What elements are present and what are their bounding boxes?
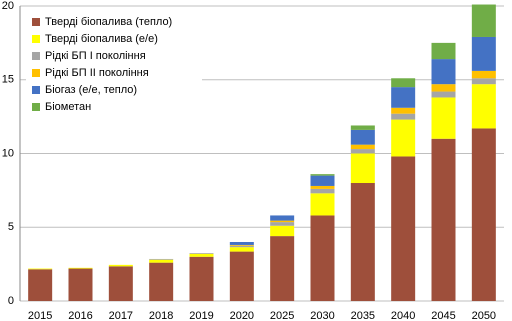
bar-segment xyxy=(391,87,416,108)
bar-segment xyxy=(310,193,335,216)
bar-segment xyxy=(350,149,375,154)
bar-segment xyxy=(270,220,295,223)
bar-segment xyxy=(471,78,496,85)
bar-segment xyxy=(431,91,456,98)
legend-swatch xyxy=(32,69,40,77)
legend-swatch xyxy=(32,52,40,60)
bar-segment xyxy=(270,236,295,301)
bar-segment xyxy=(471,36,496,71)
bar-segment xyxy=(391,119,416,157)
bar-segment xyxy=(108,266,133,301)
bar-segment xyxy=(431,97,456,139)
bar-segment xyxy=(270,225,295,237)
x-tick-label: 2025 xyxy=(270,310,294,321)
bar-segment xyxy=(391,156,416,301)
x-tick-label: 2018 xyxy=(149,310,173,321)
legend-box xyxy=(26,12,202,116)
bar-segment xyxy=(471,70,496,79)
bar-segment xyxy=(471,84,496,129)
legend-swatch xyxy=(32,86,40,94)
bar-segment xyxy=(229,245,254,248)
bar-segment xyxy=(28,268,53,270)
y-tick-label: 10 xyxy=(2,147,14,159)
x-tick-label: 2016 xyxy=(68,310,92,321)
legend-label: Рідкі БП І покоління xyxy=(45,50,146,62)
bar-segment xyxy=(471,128,496,301)
bar-segment xyxy=(229,244,254,246)
bar-segment xyxy=(270,215,295,221)
x-tick-label: 2040 xyxy=(391,310,415,321)
x-tick-label: 2035 xyxy=(351,310,375,321)
bar-segment xyxy=(149,262,174,301)
bar-segment xyxy=(350,183,375,301)
bar-segment xyxy=(28,269,53,301)
legend-swatch xyxy=(32,103,40,111)
x-tick-label: 2030 xyxy=(310,310,334,321)
legend-swatch xyxy=(32,18,40,26)
bar-segment xyxy=(310,188,335,194)
bar-segment xyxy=(68,268,93,301)
bar-segment xyxy=(229,247,254,252)
bar-segment xyxy=(431,42,456,60)
bar-segment xyxy=(431,84,456,92)
x-tick-label: 2020 xyxy=(230,310,254,321)
bar-segment xyxy=(350,125,375,130)
bar-segment xyxy=(189,253,214,254)
x-tick-label: 2017 xyxy=(109,310,133,321)
bar-segment xyxy=(68,267,93,269)
bar-segment xyxy=(189,253,214,257)
bar-segment xyxy=(391,78,416,88)
bar-segment xyxy=(391,113,416,120)
legend-label: Біометан xyxy=(45,101,91,113)
x-tick-label: 2015 xyxy=(28,310,52,321)
legend-label: Біогаз (е/е, тепло) xyxy=(45,84,137,96)
legend-swatch xyxy=(32,35,40,43)
bar-segment xyxy=(310,174,335,176)
y-tick-label: 20 xyxy=(2,0,14,12)
legend-label: Рідкі БП ІІ покоління xyxy=(45,67,149,79)
bar-segment xyxy=(310,215,335,301)
bar-segment xyxy=(189,256,214,301)
bar-segment xyxy=(149,258,174,260)
y-tick-label: 5 xyxy=(8,221,14,233)
y-tick-label: 15 xyxy=(2,74,14,86)
bar-segment xyxy=(391,107,416,114)
bar-segment xyxy=(229,251,254,301)
bar-segment xyxy=(108,264,133,267)
legend-label: Тверді біопалива (е/е) xyxy=(45,33,158,45)
bar-segment xyxy=(431,59,456,85)
y-tick-label: 0 xyxy=(8,295,14,307)
bar-segment xyxy=(310,175,335,186)
bar-segment xyxy=(270,222,295,226)
bar-segment xyxy=(350,153,375,183)
bar-segment xyxy=(229,242,254,245)
bar-segment xyxy=(350,144,375,150)
bar-segment xyxy=(431,138,456,301)
bar-segment xyxy=(149,259,174,263)
x-tick-label: 2019 xyxy=(189,310,213,321)
bar-segment xyxy=(350,129,375,145)
x-tick-label: 2050 xyxy=(472,310,496,321)
legend-label: Тверді біопалива (тепло) xyxy=(45,16,172,28)
bar-segment xyxy=(471,4,496,37)
x-tick-label: 2045 xyxy=(431,310,455,321)
bar-segment xyxy=(310,185,335,189)
